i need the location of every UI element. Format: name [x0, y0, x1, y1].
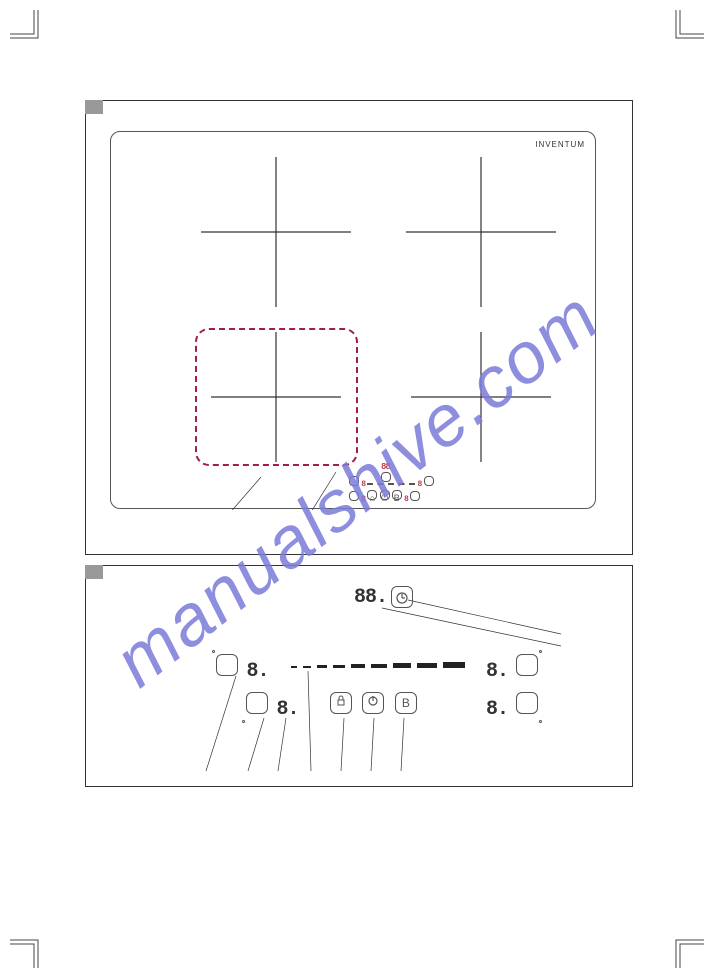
mini-power-icon: ⏻	[380, 490, 390, 500]
mini-boost-icon: B	[392, 490, 402, 500]
mini-zone-tl-icon	[349, 476, 359, 486]
mini-display-4: 8	[404, 495, 408, 504]
power-button[interactable]	[362, 692, 384, 714]
timer-display: 88.	[354, 586, 387, 609]
zone-select-tr-button[interactable]	[516, 654, 538, 681]
mini-timer-display: 88	[381, 462, 390, 472]
mini-display-1: 8	[361, 480, 365, 489]
figure-panel-bottom: 88. 8. 8. 8.	[85, 565, 633, 787]
mini-display-3: 8	[361, 495, 365, 504]
flex-zone-outline	[195, 328, 358, 466]
mini-zone-br-icon	[410, 491, 420, 501]
zone-select-tl-button[interactable]	[216, 654, 238, 681]
section-tab-top	[85, 100, 103, 114]
crop-mark-bottom-left	[10, 928, 50, 968]
mini-lock-icon: ⌂	[367, 490, 377, 500]
lock-button[interactable]	[330, 692, 352, 714]
crop-mark-top-right	[664, 10, 704, 50]
power-slider[interactable]	[291, 662, 479, 668]
zone-display-br: 8.	[486, 698, 508, 721]
cooktop-outline: INVENTUM 88	[110, 131, 596, 509]
timer-button[interactable]	[391, 586, 413, 608]
boost-button[interactable]: B	[395, 692, 417, 714]
zone-display-bl: 8.	[276, 698, 298, 721]
mini-display-2: 8	[418, 480, 422, 489]
zone-select-br-button[interactable]	[516, 692, 538, 719]
crop-mark-bottom-right	[664, 928, 704, 968]
mini-zone-tr-icon	[424, 476, 434, 486]
crop-mark-top-left	[10, 10, 50, 50]
zone-display-tr: 8.	[486, 660, 508, 683]
figure-panel-top: INVENTUM 88	[85, 100, 633, 555]
zone-select-bl-button[interactable]	[246, 692, 268, 719]
mini-zone-bl-icon	[349, 491, 359, 501]
zone-display-tl: 8.	[246, 660, 268, 683]
section-tab-bottom	[85, 565, 103, 579]
